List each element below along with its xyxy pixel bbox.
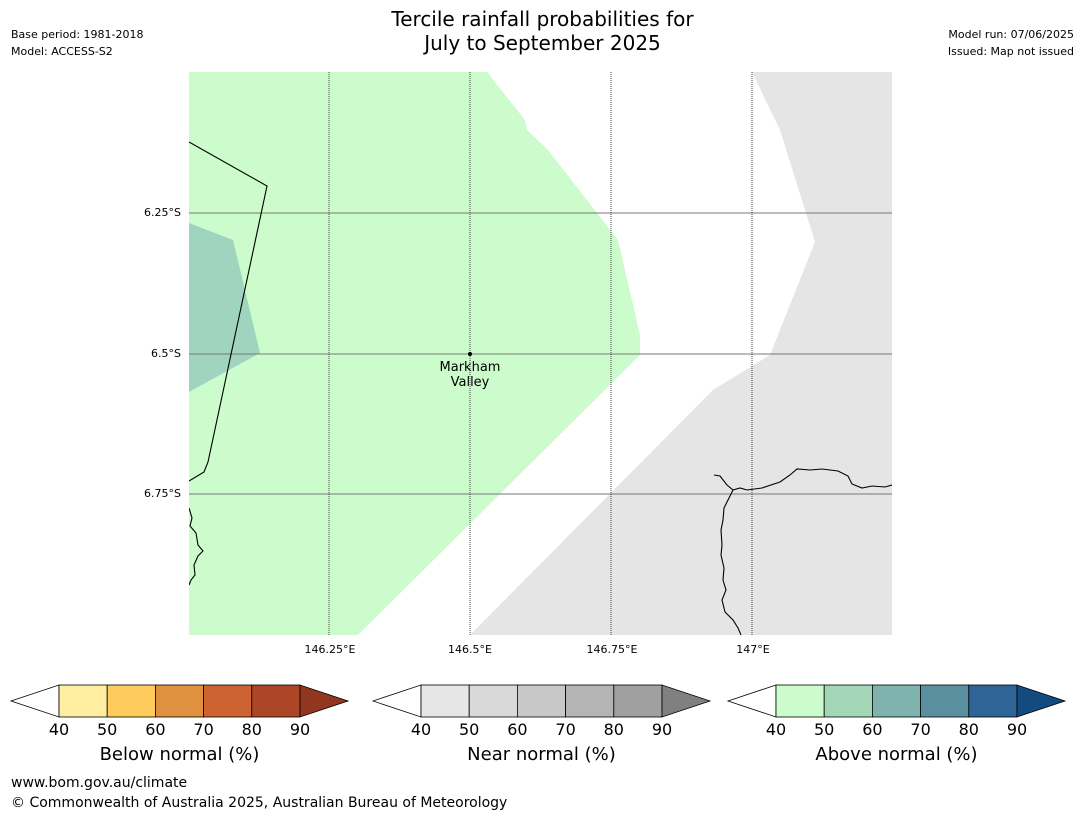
colorbar-tick-label: 50 <box>97 720 118 739</box>
lat-label: 6.75°S <box>144 487 181 500</box>
map-title: Tercile rainfall probabilities for July … <box>0 7 1085 55</box>
colorbar-tick-label: 90 <box>1006 720 1028 739</box>
model-text: Model: ACCESS-S2 <box>11 45 113 58</box>
colorbar-tick-label: 70 <box>910 720 931 739</box>
colorbar-tick-label: 50 <box>814 720 835 739</box>
boundaries <box>189 141 892 635</box>
lat-label: 6.5°S <box>151 347 181 360</box>
colorbar-segment <box>203 684 253 718</box>
colorbar-tick-label: 40 <box>765 720 787 739</box>
lon-label: 147°E <box>736 643 770 656</box>
colorbar-segment <box>58 684 108 718</box>
colorbar-tick-label: 70 <box>193 720 214 739</box>
colorbar-segment <box>968 684 1018 718</box>
colorbar-segment <box>775 684 825 718</box>
colorbar-min-arrow <box>726 684 777 718</box>
colorbar-tick-label: 50 <box>459 720 480 739</box>
lat-label: 6.25°S <box>144 206 181 219</box>
lon-label: 146.75°E <box>586 643 638 656</box>
place-name-line-2: Valley <box>450 375 490 390</box>
colorbar-min-arrow <box>9 684 60 718</box>
colorbar-title: Below normal (%) <box>99 744 260 765</box>
colorbar-tick-label: 80 <box>958 720 979 739</box>
province-border <box>189 141 268 482</box>
colorbar-tick-label: 60 <box>145 720 166 739</box>
colorbar-title: Above normal (%) <box>815 744 978 765</box>
colorbar-segment <box>420 684 470 718</box>
coastline-west <box>189 507 204 586</box>
colorbar-segment <box>517 684 567 718</box>
above-normal-high-region <box>189 223 260 392</box>
lon-label: 146.25°E <box>304 643 356 656</box>
colorbar-tick-label: 70 <box>555 720 576 739</box>
lon-label: 146.5°E <box>448 643 492 656</box>
colorbar-tick-label: 80 <box>241 720 262 739</box>
copyright-text: © Commonwealth of Australia 2025, Austra… <box>11 795 508 811</box>
colorbar-tick-label: 60 <box>507 720 528 739</box>
colorbar-segment <box>154 684 204 718</box>
colorbar-segment <box>823 684 873 718</box>
title-line-2: July to September 2025 <box>424 31 661 55</box>
model-run-text: Model run: 07/06/2025 <box>948 28 1074 41</box>
location-marker[interactable] <box>468 352 472 356</box>
website-text[interactable]: www.bom.gov.au/climate <box>11 775 188 791</box>
colorbar-max-arrow <box>299 684 350 718</box>
colorbar-max-arrow <box>661 684 712 718</box>
metadata-left: Base period: 1981-2018 Model: ACCESS-S2 <box>11 26 143 60</box>
place-label: Markham Valley <box>410 360 530 390</box>
colorbar-title: Near normal (%) <box>467 744 616 765</box>
colorbar-tick-label: 40 <box>48 720 70 739</box>
colorbar-tick-label: 90 <box>651 720 673 739</box>
colorbars <box>9 684 1067 718</box>
colorbar-segment <box>565 684 615 718</box>
colorbar-segment <box>468 684 518 718</box>
colorbar-segment <box>613 684 663 718</box>
colorbar-max-arrow <box>1016 684 1067 718</box>
metadata-right: Model run: 07/06/2025 Issued: Map not is… <box>948 26 1074 60</box>
colorbar-tick-label: 80 <box>603 720 624 739</box>
colorbar-segment <box>872 684 922 718</box>
colorbar-min-arrow <box>371 684 422 718</box>
colorbar-tick-label: 90 <box>289 720 311 739</box>
colorbar-tick-label: 40 <box>410 720 432 739</box>
colorbar-segment <box>106 684 156 718</box>
issued-text: Issued: Map not issued <box>947 45 1074 58</box>
colorbar-tick-label: 60 <box>862 720 883 739</box>
river-line <box>720 489 742 635</box>
base-period-text: Base period: 1981-2018 <box>11 28 144 41</box>
title-line-1: Tercile rainfall probabilities for <box>391 7 694 31</box>
colorbar-segment <box>920 684 970 718</box>
colorbar-segment <box>251 684 301 718</box>
place-name-line-1: Markham <box>439 360 501 375</box>
graticule <box>189 72 892 635</box>
